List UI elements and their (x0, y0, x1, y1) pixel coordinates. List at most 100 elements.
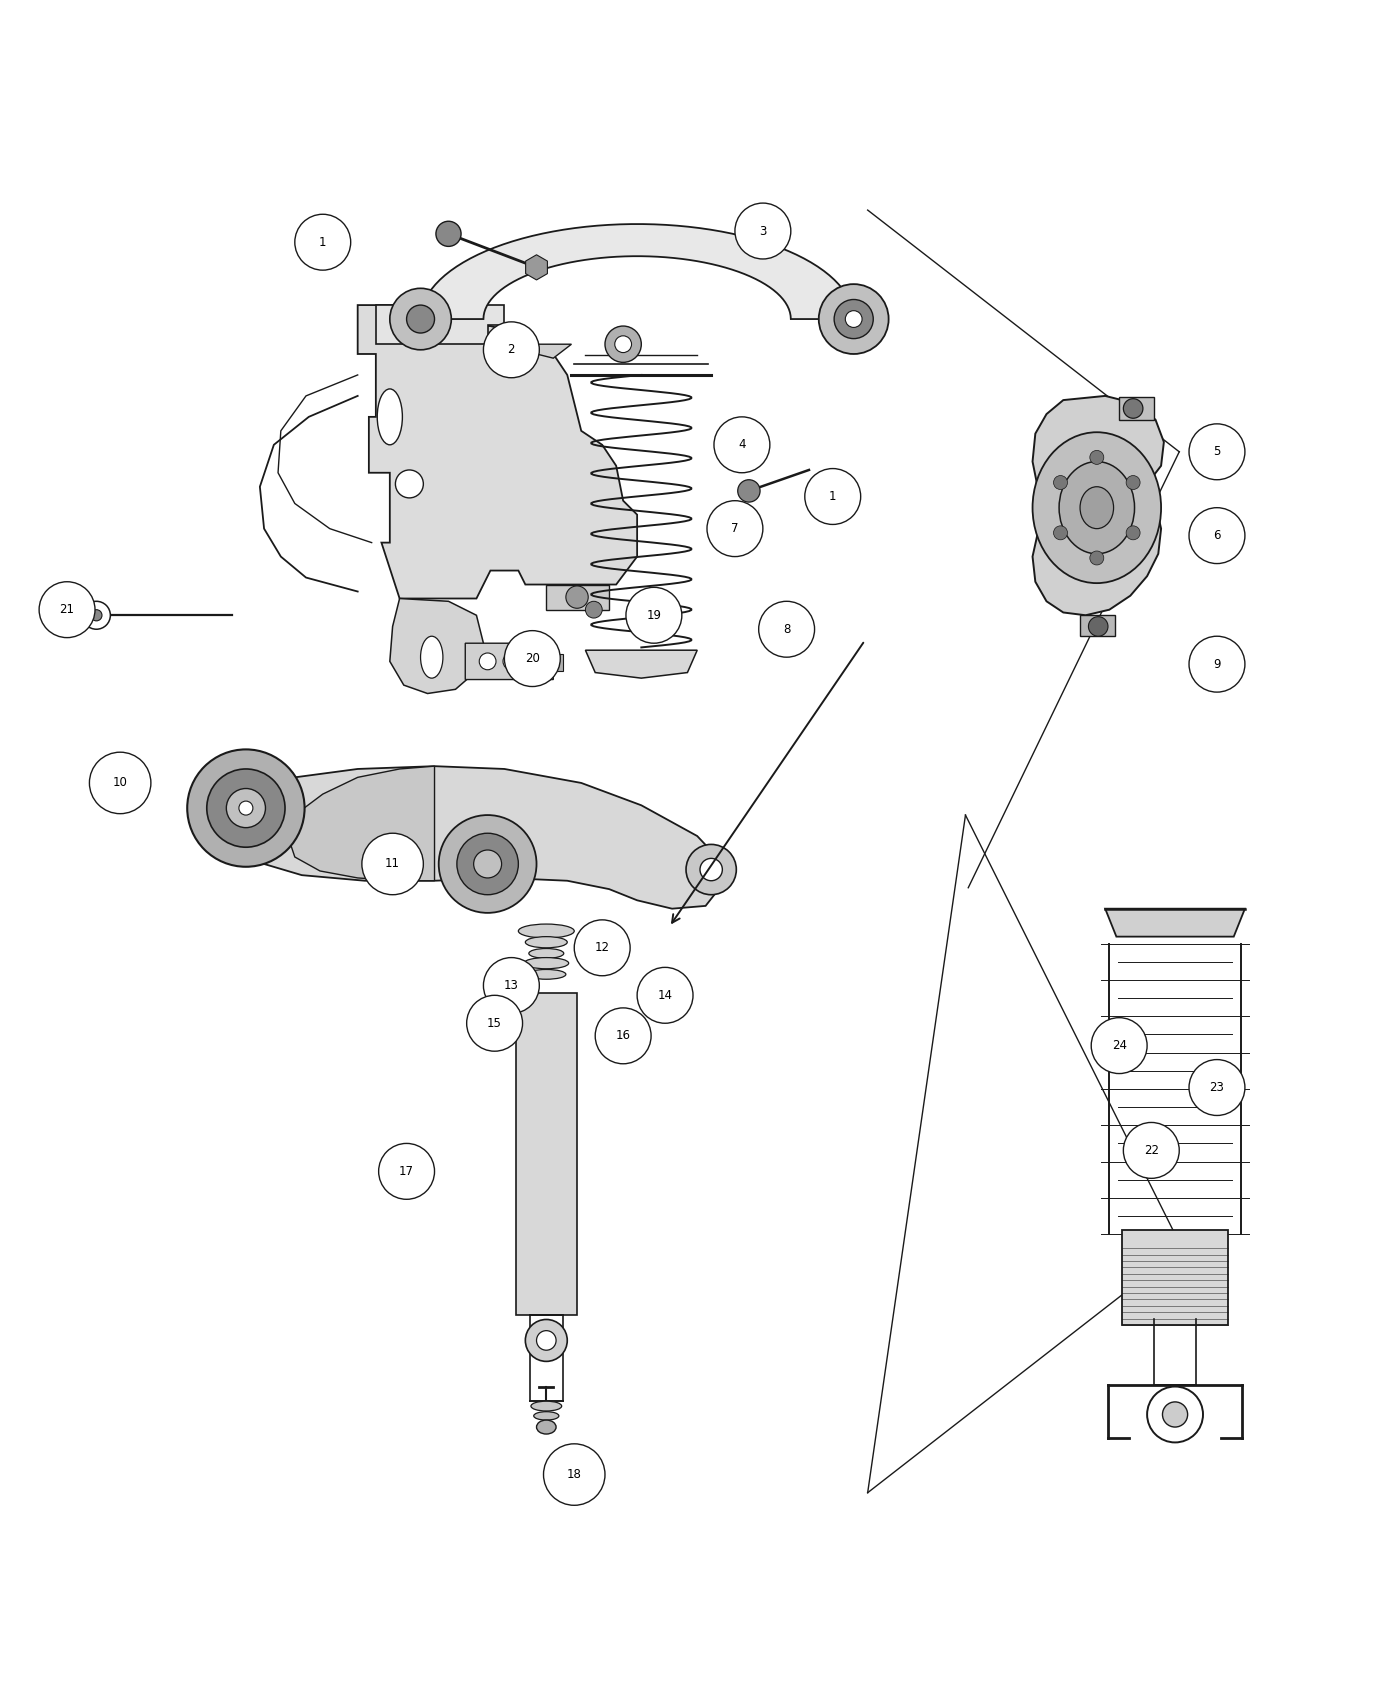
Circle shape (543, 1443, 605, 1504)
Ellipse shape (529, 949, 564, 959)
Circle shape (295, 214, 350, 270)
Circle shape (188, 750, 305, 867)
Circle shape (1189, 1059, 1245, 1115)
Circle shape (605, 326, 641, 362)
Text: 5: 5 (1214, 445, 1221, 459)
Circle shape (574, 920, 630, 976)
Circle shape (686, 845, 736, 894)
Circle shape (626, 586, 682, 643)
Circle shape (473, 850, 501, 877)
Circle shape (483, 957, 539, 1013)
Circle shape (1147, 1387, 1203, 1442)
Circle shape (1189, 636, 1245, 692)
Text: 14: 14 (658, 989, 672, 1001)
Circle shape (227, 789, 266, 828)
Text: 20: 20 (525, 653, 540, 665)
Circle shape (1162, 1402, 1187, 1426)
Ellipse shape (536, 1420, 556, 1435)
Circle shape (700, 858, 722, 881)
Circle shape (738, 479, 760, 502)
Text: 21: 21 (60, 604, 74, 615)
Circle shape (1088, 617, 1107, 636)
Polygon shape (375, 304, 504, 343)
Circle shape (1089, 551, 1103, 564)
Ellipse shape (420, 636, 442, 678)
Text: 22: 22 (1144, 1144, 1159, 1158)
Circle shape (1054, 476, 1067, 490)
Circle shape (1091, 1018, 1147, 1074)
Circle shape (1123, 1122, 1179, 1178)
Circle shape (1126, 476, 1140, 490)
Text: 10: 10 (113, 777, 127, 789)
Ellipse shape (526, 969, 566, 979)
Ellipse shape (531, 1401, 561, 1411)
Circle shape (595, 1008, 651, 1064)
Circle shape (456, 833, 518, 894)
Circle shape (585, 602, 602, 619)
Circle shape (637, 967, 693, 1023)
Circle shape (90, 751, 151, 814)
Polygon shape (420, 224, 854, 320)
Text: 6: 6 (1214, 529, 1221, 542)
Circle shape (536, 1331, 556, 1350)
Circle shape (378, 1144, 434, 1198)
Circle shape (759, 602, 815, 658)
Ellipse shape (524, 957, 568, 969)
Ellipse shape (377, 389, 402, 445)
Circle shape (1126, 525, 1140, 541)
Polygon shape (465, 643, 553, 680)
Circle shape (483, 321, 539, 377)
Circle shape (819, 284, 889, 354)
Text: 11: 11 (385, 857, 400, 870)
Circle shape (389, 289, 451, 350)
Ellipse shape (1033, 432, 1161, 583)
Bar (1121, 1231, 1228, 1324)
Circle shape (1089, 450, 1103, 464)
Text: 13: 13 (504, 979, 519, 993)
Circle shape (846, 311, 862, 328)
Text: 12: 12 (595, 942, 609, 954)
Circle shape (435, 221, 461, 246)
Circle shape (615, 337, 631, 352)
Text: 19: 19 (647, 609, 661, 622)
Circle shape (39, 581, 95, 638)
Circle shape (395, 469, 423, 498)
Text: 1: 1 (319, 236, 326, 248)
Circle shape (438, 814, 536, 913)
Circle shape (406, 304, 434, 333)
Polygon shape (585, 649, 697, 678)
Text: 7: 7 (731, 522, 739, 536)
Text: 9: 9 (1214, 658, 1221, 672)
Ellipse shape (1058, 462, 1134, 554)
Ellipse shape (525, 937, 567, 949)
Polygon shape (1033, 396, 1163, 615)
Circle shape (239, 801, 253, 814)
Ellipse shape (518, 925, 574, 938)
Polygon shape (546, 585, 609, 610)
Circle shape (1189, 508, 1245, 564)
Text: 17: 17 (399, 1164, 414, 1178)
Polygon shape (228, 767, 721, 910)
Polygon shape (389, 598, 483, 694)
Circle shape (91, 610, 102, 620)
Circle shape (566, 586, 588, 609)
Circle shape (1054, 525, 1067, 541)
Circle shape (834, 299, 874, 338)
Polygon shape (288, 767, 434, 881)
Bar (535, 654, 563, 672)
Bar (515, 993, 577, 1316)
Text: 3: 3 (759, 224, 767, 238)
Bar (1119, 398, 1154, 420)
Circle shape (466, 994, 522, 1051)
Text: 16: 16 (616, 1028, 630, 1042)
Text: 15: 15 (487, 1017, 503, 1030)
Text: 1: 1 (829, 490, 836, 503)
Text: 23: 23 (1210, 1081, 1225, 1095)
Text: 4: 4 (738, 439, 746, 451)
Ellipse shape (533, 1411, 559, 1420)
Polygon shape (497, 343, 571, 359)
Text: 18: 18 (567, 1469, 581, 1481)
Circle shape (805, 469, 861, 524)
Circle shape (503, 653, 519, 670)
Circle shape (479, 653, 496, 670)
